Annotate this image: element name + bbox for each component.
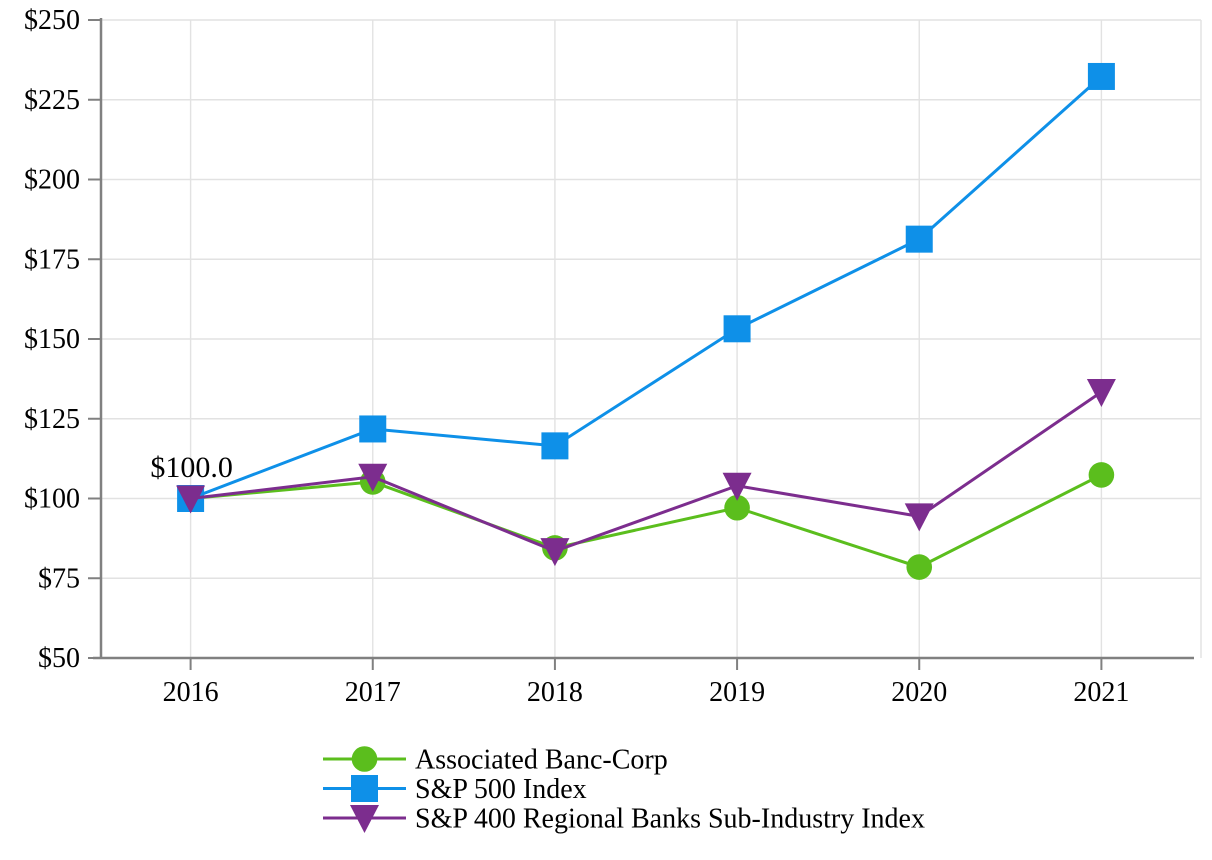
- legend-label-3: S&P 400 Regional Banks Sub-Industry Inde…: [415, 804, 925, 835]
- tick-labels-group: $50 $75 $100 $125 $150 $175 $200 $225 $250 2016 20…: [24, 5, 1129, 708]
- data-marker-2019-s1: [724, 494, 750, 521]
- legend-item-3: S&P 400 Regional Banks Sub-Industry Inde…: [323, 804, 925, 835]
- gridlines-group: [101, 19, 1202, 658]
- data-marker-2021-s2: [1087, 62, 1115, 90]
- y-tick-label-250: $250: [24, 5, 80, 36]
- axes-group: [88, 18, 1194, 670]
- base-value-annotation: $100.0: [150, 451, 233, 484]
- y-tick-label-175: $175: [24, 244, 80, 275]
- y-tick-label-200: $200: [24, 165, 80, 196]
- x-tick-label-2019: 2019: [709, 677, 765, 708]
- series-square: [177, 62, 1115, 512]
- y-tick-label-50: $50: [38, 643, 80, 674]
- x-tick-label-2021: 2021: [1073, 677, 1129, 708]
- x-tick-label-2018: 2018: [527, 677, 583, 708]
- y-tick-label-150: $150: [24, 324, 80, 355]
- legend-square-marker: [351, 775, 378, 802]
- x-tick-label-2017: 2017: [345, 677, 401, 708]
- y-tick-label-225: $225: [24, 85, 80, 116]
- data-marker-2020-s2: [905, 225, 933, 253]
- legend-triangle-down-marker: [350, 805, 379, 833]
- data-marker-2018-s3: [540, 538, 570, 567]
- series-triangle-down: [176, 378, 1116, 567]
- data-marker-2019-s3: [722, 472, 752, 501]
- y-tick-label-100: $100: [24, 484, 80, 515]
- data-marker-2019-s2: [723, 315, 751, 343]
- data-marker-2020-s1: [906, 554, 933, 580]
- legend-item-2: S&P 500 Index: [323, 774, 587, 805]
- legend-label-1: Associated Banc-Corp: [415, 745, 668, 776]
- y-tick-label-125: $125: [24, 404, 80, 435]
- series-line-2: [190, 75, 1103, 500]
- legend-circle-marker: [351, 746, 378, 772]
- data-marker-2017-s3: [358, 463, 388, 492]
- data-marker-2021-s1: [1088, 462, 1115, 488]
- y-tick-label-75: $75: [38, 563, 80, 594]
- legend-label-2: S&P 500 Index: [415, 774, 587, 805]
- series-line-1: [190, 473, 1103, 569]
- data-marker-2021-s3: [1086, 378, 1116, 407]
- data-marker-2020-s3: [904, 503, 934, 532]
- data-marker-2016-s3: [176, 485, 206, 514]
- x-tick-label-2020: 2020: [891, 677, 947, 708]
- data-marker-2017-s2: [359, 415, 387, 443]
- series-line-3: [190, 390, 1103, 553]
- x-tick-label-2016: 2016: [163, 677, 219, 708]
- data-marker-2018-s2: [541, 432, 569, 460]
- legend-item-1: Associated Banc-Corp: [323, 745, 668, 776]
